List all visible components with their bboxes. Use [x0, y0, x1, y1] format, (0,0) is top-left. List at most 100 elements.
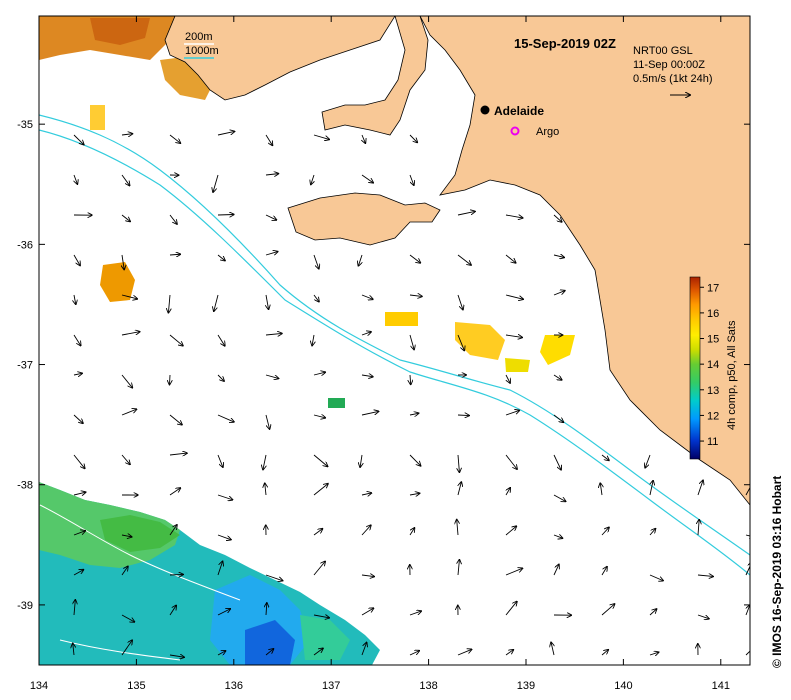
current-vector-arrow: [361, 643, 367, 656]
current-vector-arrow: [266, 294, 269, 309]
current-vector-arrow: [265, 134, 272, 145]
current-vector-arrow: [362, 134, 365, 143]
current-vector-arrow: [217, 131, 234, 136]
current-vector-arrow: [553, 374, 562, 380]
current-vector-arrow: [121, 134, 132, 135]
current-vector-arrow: [649, 609, 657, 616]
current-vector-arrow: [358, 254, 362, 266]
x-tick-label: 141: [712, 680, 730, 692]
current-vector-arrow: [169, 574, 183, 575]
current-vector-arrow: [313, 415, 325, 418]
current-vector-arrow: [601, 454, 609, 460]
current-vector-arrow: [121, 214, 130, 221]
y-tick-label: -35: [17, 119, 33, 131]
vector-scale-label: 0.5m/s (1kt 24h): [633, 73, 712, 85]
current-vector-arrow: [169, 525, 177, 536]
current-vector-arrow: [73, 134, 84, 145]
current-vector-arrow: [265, 374, 278, 378]
current-vector-arrow: [457, 334, 464, 350]
current-vector-arrow: [505, 335, 522, 337]
current-vector-arrow: [457, 211, 475, 216]
current-vector-arrow: [213, 174, 219, 192]
current-vector-arrow: [169, 134, 180, 143]
current-vector-arrow: [745, 535, 750, 537]
credit-label: © IMOS 16-Sep-2019 03:16 Hobart: [770, 476, 784, 668]
adelaide-marker: [480, 105, 490, 115]
current-vector-arrow: [505, 602, 517, 616]
current-vector-arrow: [217, 561, 223, 576]
current-vector-arrow: [457, 482, 461, 496]
current-vector-arrow: [505, 254, 516, 263]
current-vector-arrow: [361, 525, 371, 536]
x-tick-label: 136: [225, 680, 243, 692]
land-kangaroo-island: [287, 192, 441, 246]
current-vector-arrow: [121, 174, 130, 185]
sst-patch-yellow-mid: [455, 322, 505, 360]
current-vector-arrow: [505, 650, 513, 656]
argo-marker: [510, 126, 520, 136]
current-vector-arrow: [410, 374, 411, 384]
current-vector-arrow: [169, 414, 182, 425]
current-vector-arrow: [73, 570, 83, 576]
current-vector-arrow: [506, 488, 510, 496]
current-vector-arrow: [121, 454, 130, 464]
current-vector-arrow: [697, 480, 703, 496]
sst-patch-green-small: [328, 398, 345, 408]
current-vector-arrow: [409, 454, 421, 466]
land-eyre-peninsula: [164, 16, 396, 101]
colorbar-tick-label: 14: [707, 359, 719, 371]
current-vector-arrow: [74, 174, 77, 184]
current-vector-arrow: [505, 526, 516, 536]
current-vector-arrow: [361, 575, 374, 577]
current-vector-arrow: [745, 480, 750, 496]
current-vector-arrow: [217, 651, 225, 655]
current-vector-arrow: [312, 334, 314, 345]
sst-patch-orange-mid-west: [100, 262, 135, 302]
x-tick-label: 137: [322, 680, 340, 692]
current-vector-arrow: [217, 334, 225, 346]
current-vector-arrow: [361, 493, 371, 495]
current-vector-arrow: [73, 373, 82, 375]
current-vector-arrow: [313, 372, 325, 375]
current-vector-arrow: [409, 651, 419, 656]
bathymetry-legend: 200m 1000m: [184, 31, 219, 59]
current-vector-arrow: [505, 568, 522, 576]
current-vector-arrow: [649, 574, 663, 581]
current-vector-arrow: [600, 483, 602, 496]
current-vector-arrow: [266, 603, 267, 616]
x-tick-label: 140: [614, 680, 632, 692]
current-vector-arrow: [265, 214, 276, 220]
current-vector-arrow: [745, 605, 750, 616]
colorbar-tick-label: 11: [707, 436, 718, 448]
current-vector-arrow: [553, 414, 563, 422]
current-vector-arrow: [361, 411, 378, 416]
current-vector-arrow: [649, 529, 655, 536]
colorbar: 11 12 13 14 15 16 17 4h comp, p50, All Sats: [689, 276, 738, 460]
land: [164, 16, 750, 506]
colorbar-tick-label: 16: [707, 308, 719, 320]
x-tick-label: 139: [517, 680, 535, 692]
current-vector-arrow: [169, 374, 170, 384]
colorbar-label: 4h comp, p50, All Sats: [726, 320, 738, 430]
land-yorke-peninsula: [321, 16, 429, 136]
current-vector-arrow: [409, 174, 414, 185]
current-vector-arrow: [601, 650, 608, 656]
current-vector-arrow: [265, 483, 266, 496]
x-tick-label: 134: [30, 680, 48, 692]
current-vector-arrow: [214, 294, 219, 311]
current-vector-arrow: [551, 642, 554, 656]
current-vector-arrow: [73, 644, 74, 656]
current-vector-arrow: [265, 414, 270, 429]
contour-200m: [39, 504, 241, 601]
current-vector-arrow: [313, 615, 329, 618]
sst-patch-yellow-east: [540, 335, 575, 365]
current-vector-arrow: [457, 649, 471, 656]
current-vector-arrow: [169, 214, 177, 224]
x-axis: 134 135 136 137 138 139 140 141: [30, 16, 730, 692]
current-vector-arrow: [169, 605, 176, 616]
sst-patch-warm-north-inner: [90, 18, 150, 45]
current-vector-arrow: [311, 174, 314, 184]
current-vector-arrow: [265, 649, 273, 656]
current-vector-arrow: [361, 375, 373, 377]
colorbar-ticks: 11 12 13 14 15 16 17: [700, 282, 719, 448]
